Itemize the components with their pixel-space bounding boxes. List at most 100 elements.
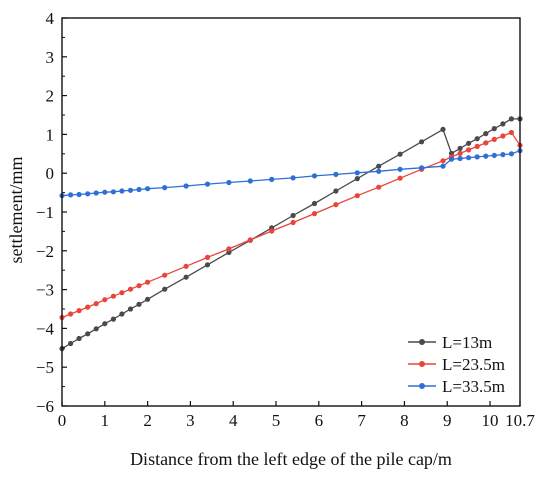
x-tick-label: 8 [400,411,409,430]
data-point [333,188,339,194]
axes: 0 1 2 3 4 5 6 7 8 9 10 10.7 −6 −5 −4 −3 −2 −1 0 1 2 3 4 [36,9,535,430]
data-point [491,152,497,158]
y-tick-label: −2 [36,242,54,261]
data-point [508,129,514,136]
data-point [290,175,296,181]
data-point [93,190,99,196]
x-tick-label: 9 [443,411,452,430]
data-point [68,192,74,198]
data-point [397,166,403,172]
data-point [247,237,253,243]
data-point [136,283,142,289]
data-point [85,304,91,310]
y-tick-label: −3 [36,281,54,300]
data-point [397,151,403,157]
y-tick-label: 0 [46,164,55,183]
data-point [183,274,189,280]
data-point [376,184,382,190]
y-tick-label: 2 [46,87,55,106]
y-tick-label: 1 [46,125,55,144]
legend-label: L=23.5m [442,355,505,374]
data-point [110,293,116,299]
data-point [226,246,232,252]
data-point [491,126,497,132]
data-point [127,286,134,292]
data-point [145,279,151,285]
data-point [466,140,472,146]
data-point [136,301,142,307]
series-line [61,131,521,319]
data-point [500,121,506,127]
data-point [183,263,189,269]
data-point [354,170,360,176]
data-point [457,155,463,162]
data-point [448,156,455,162]
data-point [508,116,514,122]
data-point [136,186,142,193]
data-point [457,145,463,151]
data-point [466,147,472,153]
x-tick-label: 10 [482,411,499,430]
series-2 [59,129,523,321]
legend-label: L=33.5m [442,377,505,396]
data-point [145,186,151,192]
data-point [457,150,463,156]
data-point [474,136,480,142]
series-1 [59,116,523,352]
series-line [61,118,520,350]
data-point [110,316,116,322]
x-tick-label: 0 [58,411,67,430]
data-point [68,340,74,347]
legend-item-3: L=33.5m [408,377,505,396]
data-point [333,202,339,208]
data-point [110,189,116,195]
data-point [93,326,99,332]
data-point [162,272,168,278]
data-point [397,175,403,181]
data-point [311,173,318,179]
data-point [162,286,168,292]
data-point [162,185,168,191]
data-point [204,254,211,260]
legend: L=13m L=23.5m L=33.5m [408,333,505,396]
x-tick-label: 7 [357,411,366,430]
x-tick-label: 10.7 [505,411,535,430]
x-tick-label: 5 [272,411,281,430]
data-point [102,321,108,327]
data-point [85,331,91,337]
y-tick-label: −1 [36,203,54,222]
data-point [440,163,446,169]
data-point [376,168,382,174]
data-point [483,153,489,159]
plot-area [59,116,523,352]
data-point [76,191,82,198]
y-tick-label: −6 [36,397,54,416]
data-point [466,155,472,161]
legend-item-2: L=23.5m [408,355,505,374]
data-point [68,311,74,317]
data-point [204,262,211,268]
x-tick-label: 1 [101,411,110,430]
y-tick-label: 4 [46,9,55,28]
data-point [483,140,489,146]
y-axis-title: settlement/mm [6,157,26,264]
data-point [311,211,318,217]
data-point [376,163,382,169]
data-point [76,335,82,342]
data-point [247,178,253,184]
data-point [226,179,232,186]
data-point [183,183,189,189]
data-point [354,193,360,199]
series-line [61,150,521,197]
data-point [419,165,425,171]
y-tick-label: 3 [46,48,55,67]
legend-marker [419,361,425,367]
legend-marker [419,339,425,345]
data-point [440,126,446,132]
data-point [119,188,125,194]
data-point [483,131,489,137]
data-point [102,189,108,195]
data-point [204,181,211,187]
legend-label: L=13m [442,333,492,352]
